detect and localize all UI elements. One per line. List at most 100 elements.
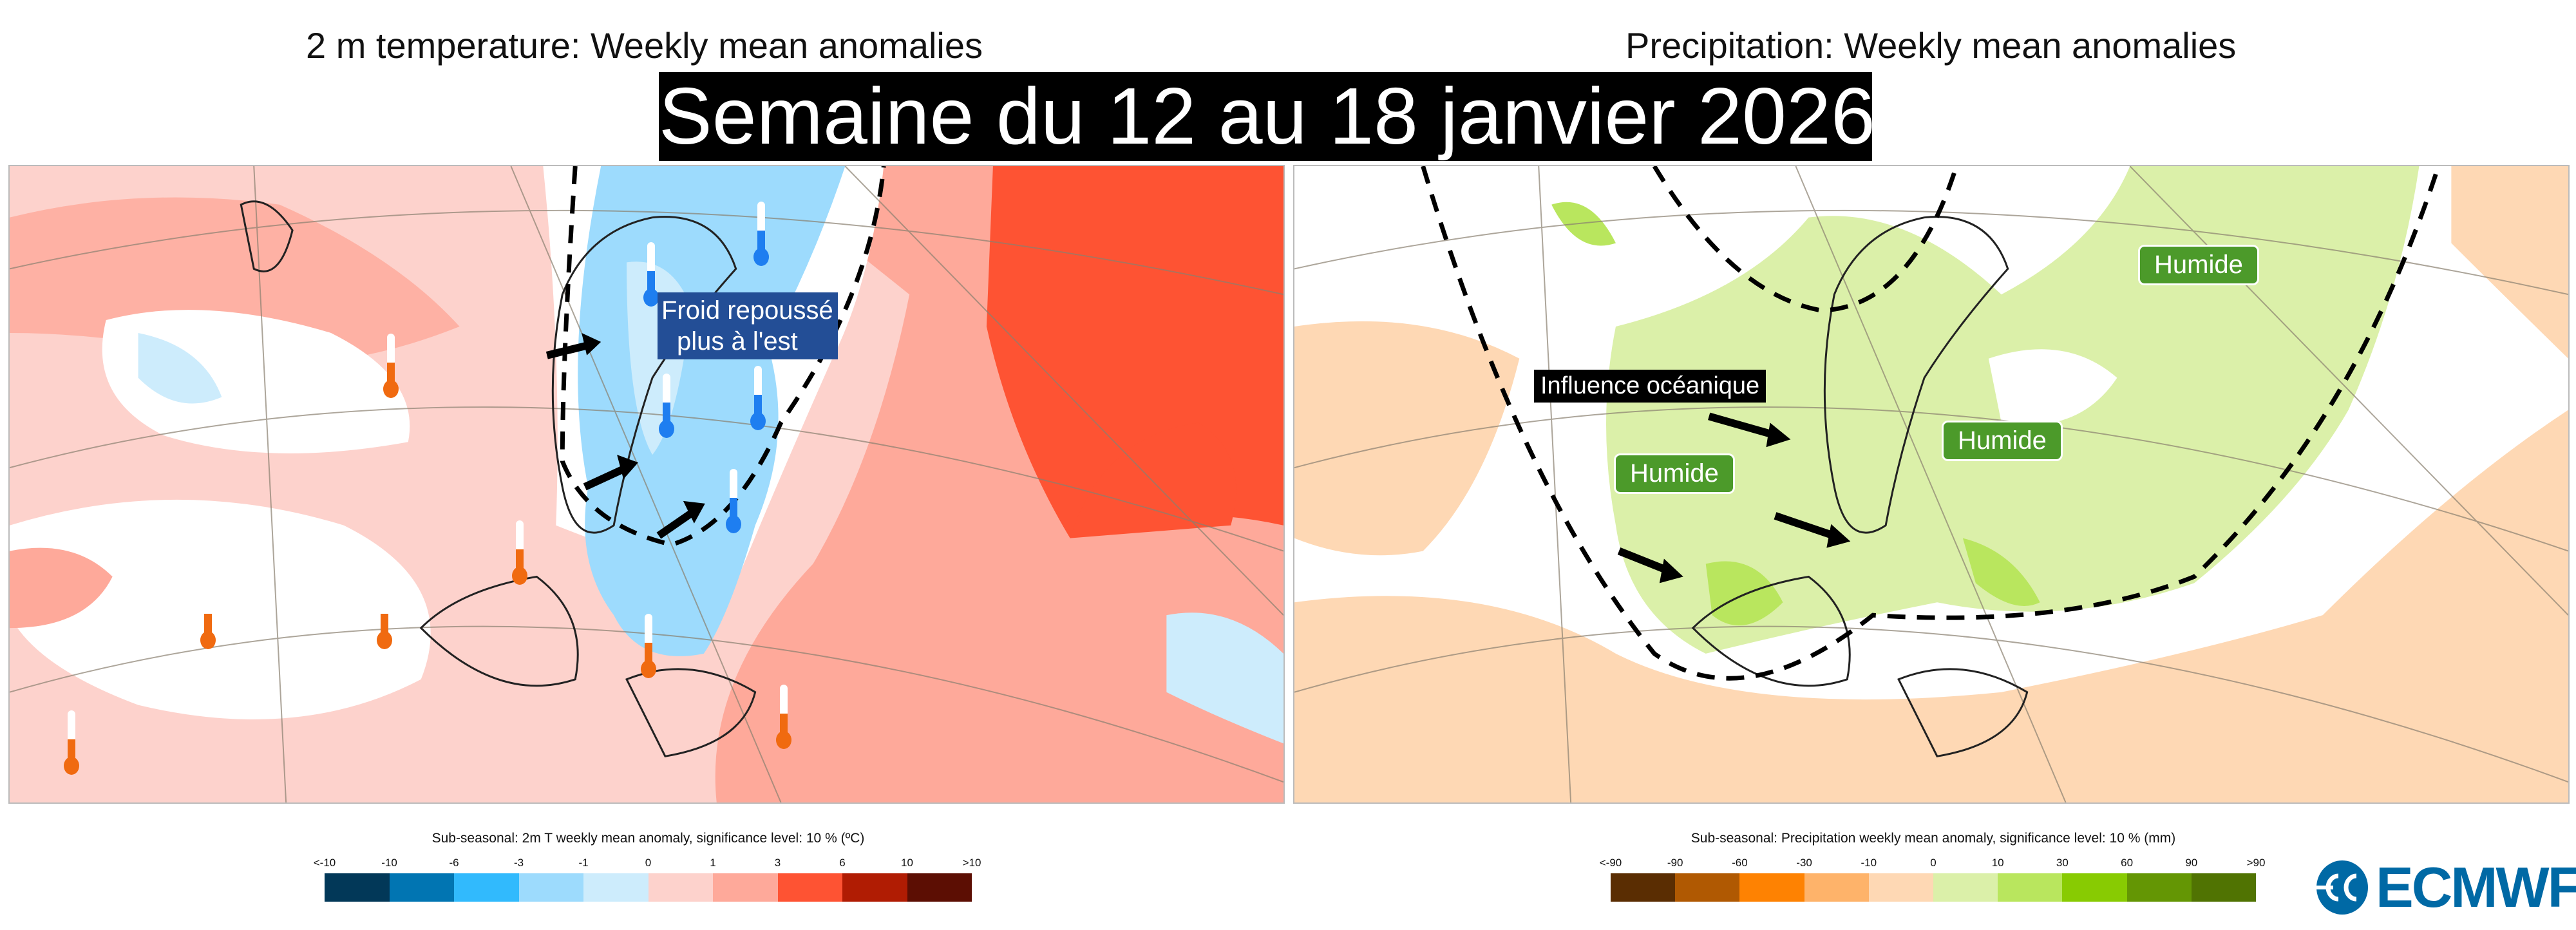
colorbar-swatch [842,873,907,902]
colorbar-ticks: <-10 -10 -6 -3 -1 0 1 3 6 10 >10 [314,857,981,872]
oceanic-influence-label: Influence océanique [1534,370,1766,403]
arrow-icon [656,508,697,539]
colorbar-swatch [1868,873,1934,902]
colorbar-tick-label: -90 [1667,857,1683,869]
label-line-2: plus à l'est [677,327,798,356]
arrow-head [1766,422,1791,448]
thermometer-warm-icon [776,685,791,749]
anomaly-area [102,310,410,453]
thermometer-warm-icon [200,585,216,649]
ecmwf-logo: ECMWF [2314,855,2576,919]
colorbar-swatch [907,873,972,902]
colorbar-tick-label: 10 [1991,857,2004,869]
colorbar-swatch [1804,873,1869,902]
thermometer-cold-icon [659,374,674,438]
wet-label: Humide [1942,421,2063,461]
colorbar-swatch [518,873,583,902]
anomaly-area [10,547,113,629]
precipitation-anomaly-map: Influence océanique Humide Humide Humide [1293,165,2570,804]
dry-area [1294,321,1520,556]
colorbar-tick-label: <-90 [1599,857,1622,869]
colorbar-swatch [583,873,649,902]
arrow-head [683,500,705,524]
arrows [1617,412,1851,584]
colorbar-ticks: <-90 -90 -60 -30 -10 0 10 30 60 90 >90 [1600,857,2266,872]
colorbar-tick-label: 60 [2121,857,2134,869]
label-line-1: Froid repoussé [661,296,833,325]
colorbar-tick-label: -3 [513,857,524,869]
colorbar-tick-label: -30 [1796,857,1812,869]
neutral-area [1988,349,2117,426]
arrow-head [1659,558,1683,584]
ecmwf-logo-icon [2314,860,2368,915]
colorbar-tick-label: >10 [962,857,981,869]
colorbar-tick-label: -10 [381,857,397,869]
thermometer-cold-icon [643,242,659,307]
cold-pushed-east-label: Froid repoussé plus à l'est [658,292,838,359]
colorbar-title: Sub-seasonal: Precipitation weekly mean … [1690,831,2176,846]
thermometer-cold-icon [726,469,741,533]
colorbar-swatch [2126,873,2192,902]
arrows [545,332,705,539]
colorbar-swatch [325,873,390,902]
arrow-icon [583,464,629,491]
arrow-icon [545,341,592,359]
colorbar-swatch [2062,873,2127,902]
colorbar-tick-label: 3 [774,857,781,869]
anomaly-area [1070,422,1236,538]
colorbar-swatches [1611,873,2257,902]
temperature-map-graphic [10,166,1283,802]
colorbar-tick-label: -1 [578,857,589,869]
colorbar-swatch [648,873,713,902]
colorbar-title: Sub-seasonal: 2m T weekly mean anomaly, … [431,831,865,846]
arrow-head [617,455,639,480]
arrow-icon [1708,412,1778,440]
colorbar-tick-label: 1 [710,857,716,869]
colorbar-tick-label: -10 [1861,857,1877,869]
wet-area [1962,538,2040,606]
colorbar-swatch [1739,873,1804,902]
colorbar-tick-label: -60 [1732,857,1748,869]
thermometer-cold-icon [753,202,769,266]
anomaly-area [10,499,431,720]
wet-zone-boundary [1421,166,2441,681]
week-banner: Semaine du 12 au 18 janvier 2026 [659,72,1875,161]
temperature-colorbar: Sub-seasonal: 2m T weekly mean anomaly, … [314,831,981,908]
coastlines [240,200,757,757]
colorbar-tick-label: 6 [839,857,846,869]
colorbar-swatch [1933,873,1998,902]
arrow-head [1826,524,1851,548]
wet-label: Humide [1614,453,1735,494]
thermometer-warm-icon [377,585,392,649]
graticule [1294,166,2568,802]
colorbar-tick-label: >90 [2246,857,2266,869]
cold-anomaly-area [1166,612,1283,744]
arrow-icon [1617,547,1672,576]
temperature-panel-title: 2 m temperature: Weekly mean anomalies [306,25,983,66]
anomaly-area [138,332,222,404]
colorbar-tick-label: 0 [1930,857,1937,869]
arrow-head [582,332,601,356]
precipitation-panel-title: Precipitation: Weekly mean anomalies [1625,25,2237,66]
colorbar-swatch [389,873,454,902]
colorbar-swatch [1675,873,1740,902]
colorbar-tick-label: 0 [645,857,652,869]
colorbar-swatch [1611,873,1676,902]
colorbar-swatch [1998,873,2063,902]
colorbar-tick-label: <-10 [313,857,336,869]
colorbar-swatch [777,873,842,902]
colorbar-tick-label: -6 [449,857,459,869]
colorbar-swatch [713,873,778,902]
precipitation-colorbar: Sub-seasonal: Precipitation weekly mean … [1600,831,2266,908]
precipitation-map-graphic [1294,166,2568,802]
colorbar-swatch [454,873,519,902]
ecmwf-logo-text: ECMWF [2376,855,2576,919]
wet-area [1705,561,1783,626]
thermometer-warm-icon [383,334,399,398]
colorbar-tick-label: 30 [2056,857,2069,869]
dry-area [2451,166,2568,359]
colorbar-swatch [2191,873,2257,902]
wet-label: Humide [2138,245,2259,285]
colorbar-tick-label: 90 [2185,857,2198,869]
colorbar-tick-label: 10 [901,857,913,869]
